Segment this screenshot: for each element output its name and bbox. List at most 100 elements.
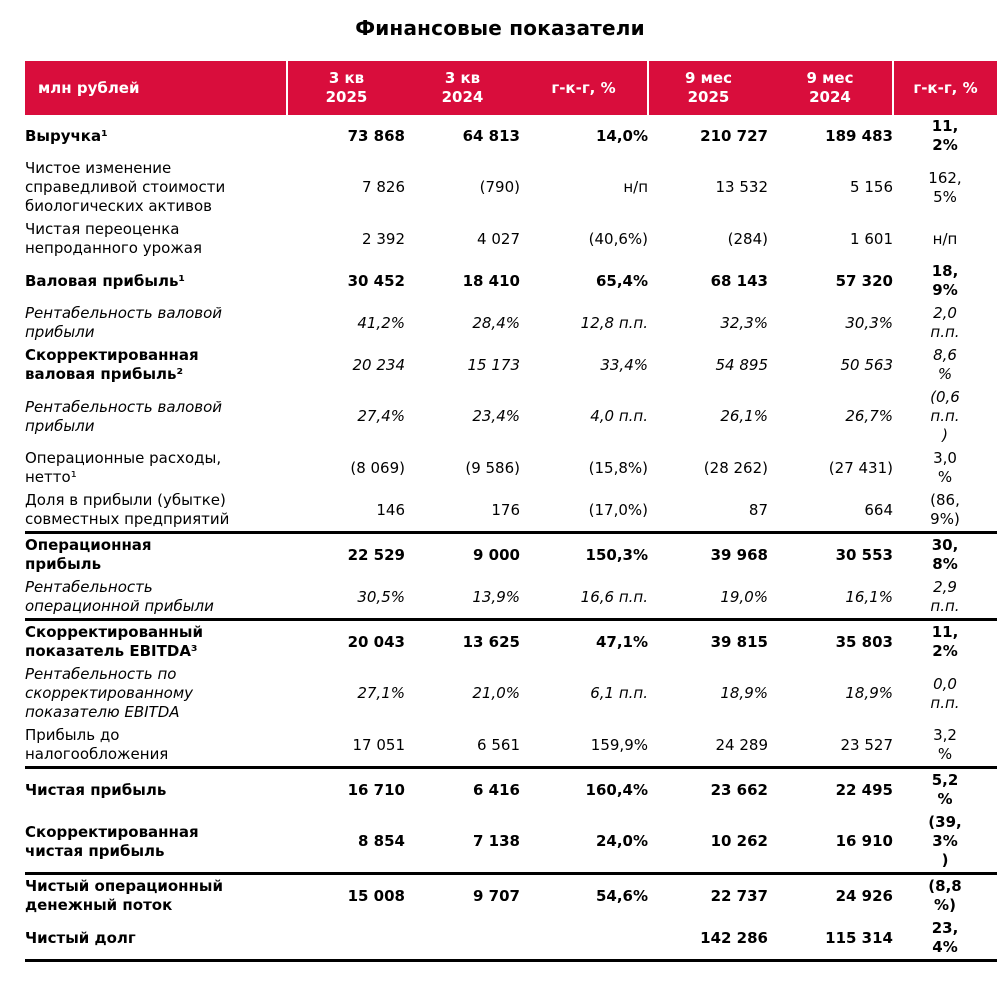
cell-value: 115 314 — [768, 917, 893, 962]
cell-value: 27,4% — [357, 407, 405, 425]
cell-value: 57 320 — [835, 271, 893, 290]
cell-value: 64 813 — [462, 126, 520, 145]
cell-value: 159,9% — [520, 724, 648, 769]
cell-value: 23 527 — [768, 724, 893, 769]
cell-value: 24 926 — [835, 886, 893, 905]
cell-value: 16 710 — [347, 780, 405, 799]
col-header-unit: млн рублей — [25, 61, 287, 115]
col-header-yoy-quarter: г-к-г, % — [520, 61, 648, 115]
cell-value: 16,1% — [768, 576, 893, 621]
cell-value: 30,5% — [287, 576, 405, 621]
cell-value: 30,3% — [845, 313, 893, 332]
cell-yoy: (86, 9%) — [893, 489, 997, 534]
table-row: Валовая прибыль¹ 30 452 18 410 65,4% 68 143 5… — [25, 260, 997, 302]
row-label: Скорректированная валовая прибыль² — [25, 346, 199, 383]
cell-value: 65,4% — [595, 271, 648, 290]
cell-value: 18,9% — [845, 684, 893, 702]
cell-value: 2 392 — [362, 229, 405, 248]
table-row: Чистый операционный денежный поток 15 008… — [25, 874, 997, 918]
cell-yoy: 11, 2% — [931, 117, 959, 154]
cell-value: 210 727 — [700, 126, 768, 145]
cell-yoy: 18, 9% — [931, 262, 959, 299]
cell-value: 33,4% — [600, 355, 648, 374]
cell-value: 18 410 — [462, 271, 520, 290]
cell-value — [287, 917, 405, 962]
table-row: Чистая прибыль 16 710 6 416 160,4% 23 662 22 … — [25, 768, 997, 812]
table-row: Доля в прибыли (убытке) совместных предп… — [25, 489, 997, 534]
cell-value: 28,4% — [472, 313, 520, 332]
cell-value: 9 000 — [473, 545, 520, 564]
cell-value: 15 173 — [467, 355, 521, 374]
page-title: Финансовые показатели — [355, 16, 645, 40]
cell-value: 15 008 — [347, 886, 405, 905]
cell-yoy: н/п — [932, 229, 958, 248]
cell-value: 16 910 — [768, 811, 893, 875]
cell-value: (27 431) — [828, 458, 893, 477]
financial-indicators-table: млн рублей 3 кв 2025 3 кв 2024 г-к-г, % … — [25, 61, 997, 962]
cell-yoy: 8,6 % — [933, 346, 957, 383]
cell-value: 24,0% — [520, 811, 648, 875]
row-label: Чистое изменение справедливой стоимости … — [25, 159, 226, 215]
cell-value — [405, 917, 520, 962]
cell-value: (28 262) — [703, 458, 768, 477]
cell-value: 7 826 — [362, 178, 405, 196]
row-label: Скорректированная чистая прибыль — [25, 811, 287, 875]
cell-value: 6 561 — [405, 724, 520, 769]
cell-value: 18,9% — [720, 684, 768, 702]
cell-value: 146 — [287, 489, 405, 534]
row-label: Выручка¹ — [25, 126, 108, 145]
cell-value: 20 043 — [347, 632, 405, 651]
cell-value: (284) — [727, 229, 768, 248]
row-label: Чистый операционный денежный поток — [25, 877, 223, 914]
table-row: Скорректированный показатель EBITDA³ 20 0… — [25, 620, 997, 664]
cell-value: 664 — [768, 489, 893, 534]
cell-value: 23,4% — [472, 407, 520, 425]
cell-yoy: 2,0 п.п. — [930, 304, 960, 341]
cell-value: (790) — [479, 178, 520, 196]
cell-value: 7 138 — [405, 811, 520, 875]
cell-value: 5 156 — [850, 178, 893, 196]
table-row: Операционные расходы, нетто¹ (8 069) (9 58… — [25, 447, 997, 489]
cell-value: 10 262 — [648, 811, 768, 875]
table-row: Скорректированная чистая прибыль 8 854 7 1… — [25, 811, 997, 875]
cell-value: 68 143 — [710, 271, 768, 290]
cell-value: 22 495 — [835, 780, 893, 799]
table-row: Рентабельность по скорректированному пок… — [25, 663, 997, 724]
cell-value: 27,1% — [357, 684, 405, 702]
cell-value: 26,1% — [720, 407, 768, 425]
cell-value: 73 868 — [347, 126, 405, 145]
row-label: Рентабельность по скорректированному пок… — [25, 665, 194, 721]
cell-value: 176 — [405, 489, 520, 534]
cell-value: 24 289 — [648, 724, 768, 769]
table-row: Рентабельность валовой прибыли 27,4% 23,4%… — [25, 386, 997, 447]
table-row: Рентабельность операционной прибыли 30,5%… — [25, 576, 997, 621]
cell-value: 150,3% — [585, 545, 648, 564]
cell-yoy: (0,6 п.п. ) — [930, 388, 960, 444]
cell-value: 54 895 — [715, 355, 769, 374]
col-header-yoy-9m: г-к-г, % — [892, 61, 997, 115]
table-row: Рентабельность валовой прибыли 41,2% 28,4%… — [25, 302, 997, 344]
cell-yoy: 2,9 п.п. — [893, 576, 997, 621]
row-label: Скорректированный показатель EBITDA³ — [25, 623, 203, 660]
cell-value: (17,0%) — [520, 489, 648, 534]
cell-value: 23 662 — [710, 780, 768, 799]
cell-value: 13,9% — [405, 576, 520, 621]
cell-value: 142 286 — [648, 917, 768, 962]
row-label: Операционная прибыль — [25, 536, 152, 573]
cell-value: н/п — [623, 178, 648, 196]
cell-value: 4,0 п.п. — [590, 407, 648, 425]
row-label: Рентабельность валовой прибыли — [25, 304, 223, 341]
row-label: Прибыль до налогообложения — [25, 724, 287, 769]
cell-value: 30 553 — [835, 545, 893, 564]
cell-value: 22 737 — [710, 886, 768, 905]
table-row: Выручка¹ 73 868 64 813 14,0% 210 727 189 483 1… — [25, 115, 997, 157]
table-row: Чистое изменение справедливой стоимости … — [25, 157, 997, 218]
row-label: Доля в прибыли (убытке) совместных предп… — [25, 489, 287, 534]
cell-value: 26,7% — [845, 407, 893, 425]
cell-value: 4 027 — [477, 229, 520, 248]
row-label: Рентабельность операционной прибыли — [25, 576, 287, 621]
cell-value: 8 854 — [287, 811, 405, 875]
cell-value: (40,6%) — [588, 229, 648, 248]
cell-value: 41,2% — [357, 313, 405, 332]
